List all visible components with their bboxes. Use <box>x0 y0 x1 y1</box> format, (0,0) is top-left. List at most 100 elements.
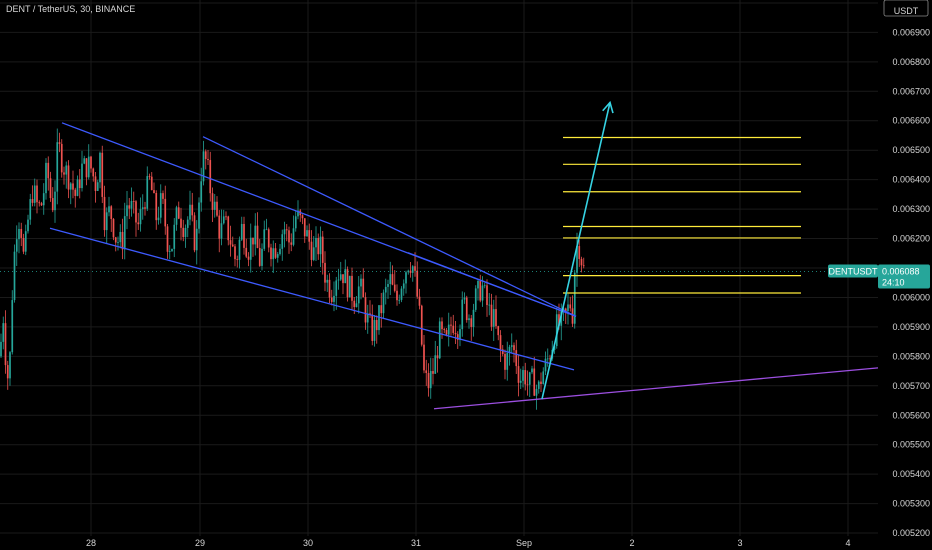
candle-body <box>506 353 509 370</box>
candle-body <box>180 218 182 228</box>
candle-body <box>162 193 164 199</box>
candle-body <box>276 254 279 258</box>
candle-body <box>549 358 551 360</box>
candle-body <box>580 258 583 266</box>
candle-body <box>13 251 16 301</box>
candle-body <box>544 358 547 372</box>
candle-body <box>225 216 227 218</box>
candle-body <box>463 297 466 300</box>
candle-body <box>490 304 493 327</box>
wedge-lower-line[interactable] <box>407 252 577 317</box>
candle-body <box>168 251 171 252</box>
candle-body <box>103 196 106 231</box>
candle-body <box>247 256 250 260</box>
y-tick-label: 0.006900 <box>892 27 930 37</box>
candle-body <box>564 308 567 311</box>
candle-body <box>292 228 295 245</box>
candle-body <box>83 158 86 164</box>
candle-body <box>29 199 32 220</box>
candle-body <box>515 350 518 367</box>
candle-body <box>236 259 239 260</box>
candle-body <box>33 185 36 203</box>
candle-body <box>384 286 387 293</box>
candle-body <box>108 206 110 213</box>
candle-body <box>112 218 115 238</box>
candle-body <box>470 318 473 327</box>
candle-body <box>416 270 419 297</box>
candle-body <box>166 226 169 252</box>
support-trendline[interactable] <box>433 367 879 410</box>
x-tick-label: 29 <box>195 538 205 548</box>
candle-body <box>310 241 313 260</box>
currency-badge[interactable] <box>883 0 929 17</box>
candle-body <box>357 286 360 304</box>
candle-body <box>312 247 315 260</box>
candle-body <box>207 158 209 161</box>
target-arrow-shaft[interactable] <box>541 102 611 400</box>
candle-body <box>256 225 259 248</box>
wedge-upper-line[interactable] <box>202 136 577 317</box>
x-tick-label: 2 <box>629 538 634 548</box>
candle-body <box>49 178 52 199</box>
candle-body <box>265 229 268 231</box>
candle-body <box>121 231 124 250</box>
candle-body <box>198 202 200 229</box>
candle-body <box>353 300 356 308</box>
candle-body <box>301 215 304 219</box>
last-price-value: 0.006088 <box>882 267 920 277</box>
candle-body <box>328 279 331 298</box>
candle-body <box>400 288 403 300</box>
candle-body <box>261 248 263 266</box>
candle-body <box>344 269 347 284</box>
candle-body <box>371 314 374 341</box>
candle-body <box>321 236 324 263</box>
y-tick-label: 0.006300 <box>892 204 930 214</box>
candle-body <box>479 281 482 301</box>
candle-body <box>200 181 203 203</box>
candle-body <box>429 371 432 389</box>
candle-body <box>510 345 513 347</box>
candle-body <box>54 191 56 211</box>
candle-body <box>150 176 153 191</box>
candle-body <box>526 384 529 386</box>
candle-body <box>364 297 367 323</box>
candle-body <box>92 168 95 177</box>
time-axis[interactable]: 28 29 30 31 Sep 2 3 4 <box>0 536 932 550</box>
candle-body <box>452 325 455 333</box>
candle-body <box>456 334 459 340</box>
candle-body <box>567 304 569 311</box>
candle-body <box>159 193 162 218</box>
candle-body <box>380 305 383 314</box>
candle-body <box>81 163 83 189</box>
candle-body <box>391 274 394 285</box>
candle-body <box>445 330 448 335</box>
candle-body <box>537 381 540 389</box>
candle-body <box>175 207 178 225</box>
candle-body <box>58 142 61 144</box>
candle-body <box>96 182 99 191</box>
candle-body <box>441 321 443 330</box>
candle-body <box>504 354 506 370</box>
candle-body <box>351 275 353 301</box>
symbol-tag <box>828 264 878 278</box>
candle-body <box>177 207 180 219</box>
candle-body <box>488 304 491 306</box>
candle-body <box>186 219 189 228</box>
candle-body <box>285 229 288 231</box>
candle-body <box>398 299 401 301</box>
candle-body <box>497 326 500 336</box>
candle-body <box>317 237 320 255</box>
candle-body <box>308 230 311 242</box>
channel-lower-line[interactable] <box>49 227 575 371</box>
candle-body <box>110 206 113 219</box>
candle-body <box>234 246 236 260</box>
candle-body <box>423 344 425 371</box>
candle-body <box>461 299 464 330</box>
candle-body <box>144 207 146 209</box>
candle-body <box>76 179 79 196</box>
candle-body <box>42 193 45 206</box>
y-tick-label: 0.006000 <box>892 292 930 302</box>
candle-body <box>333 295 335 302</box>
candle-body <box>69 183 72 190</box>
